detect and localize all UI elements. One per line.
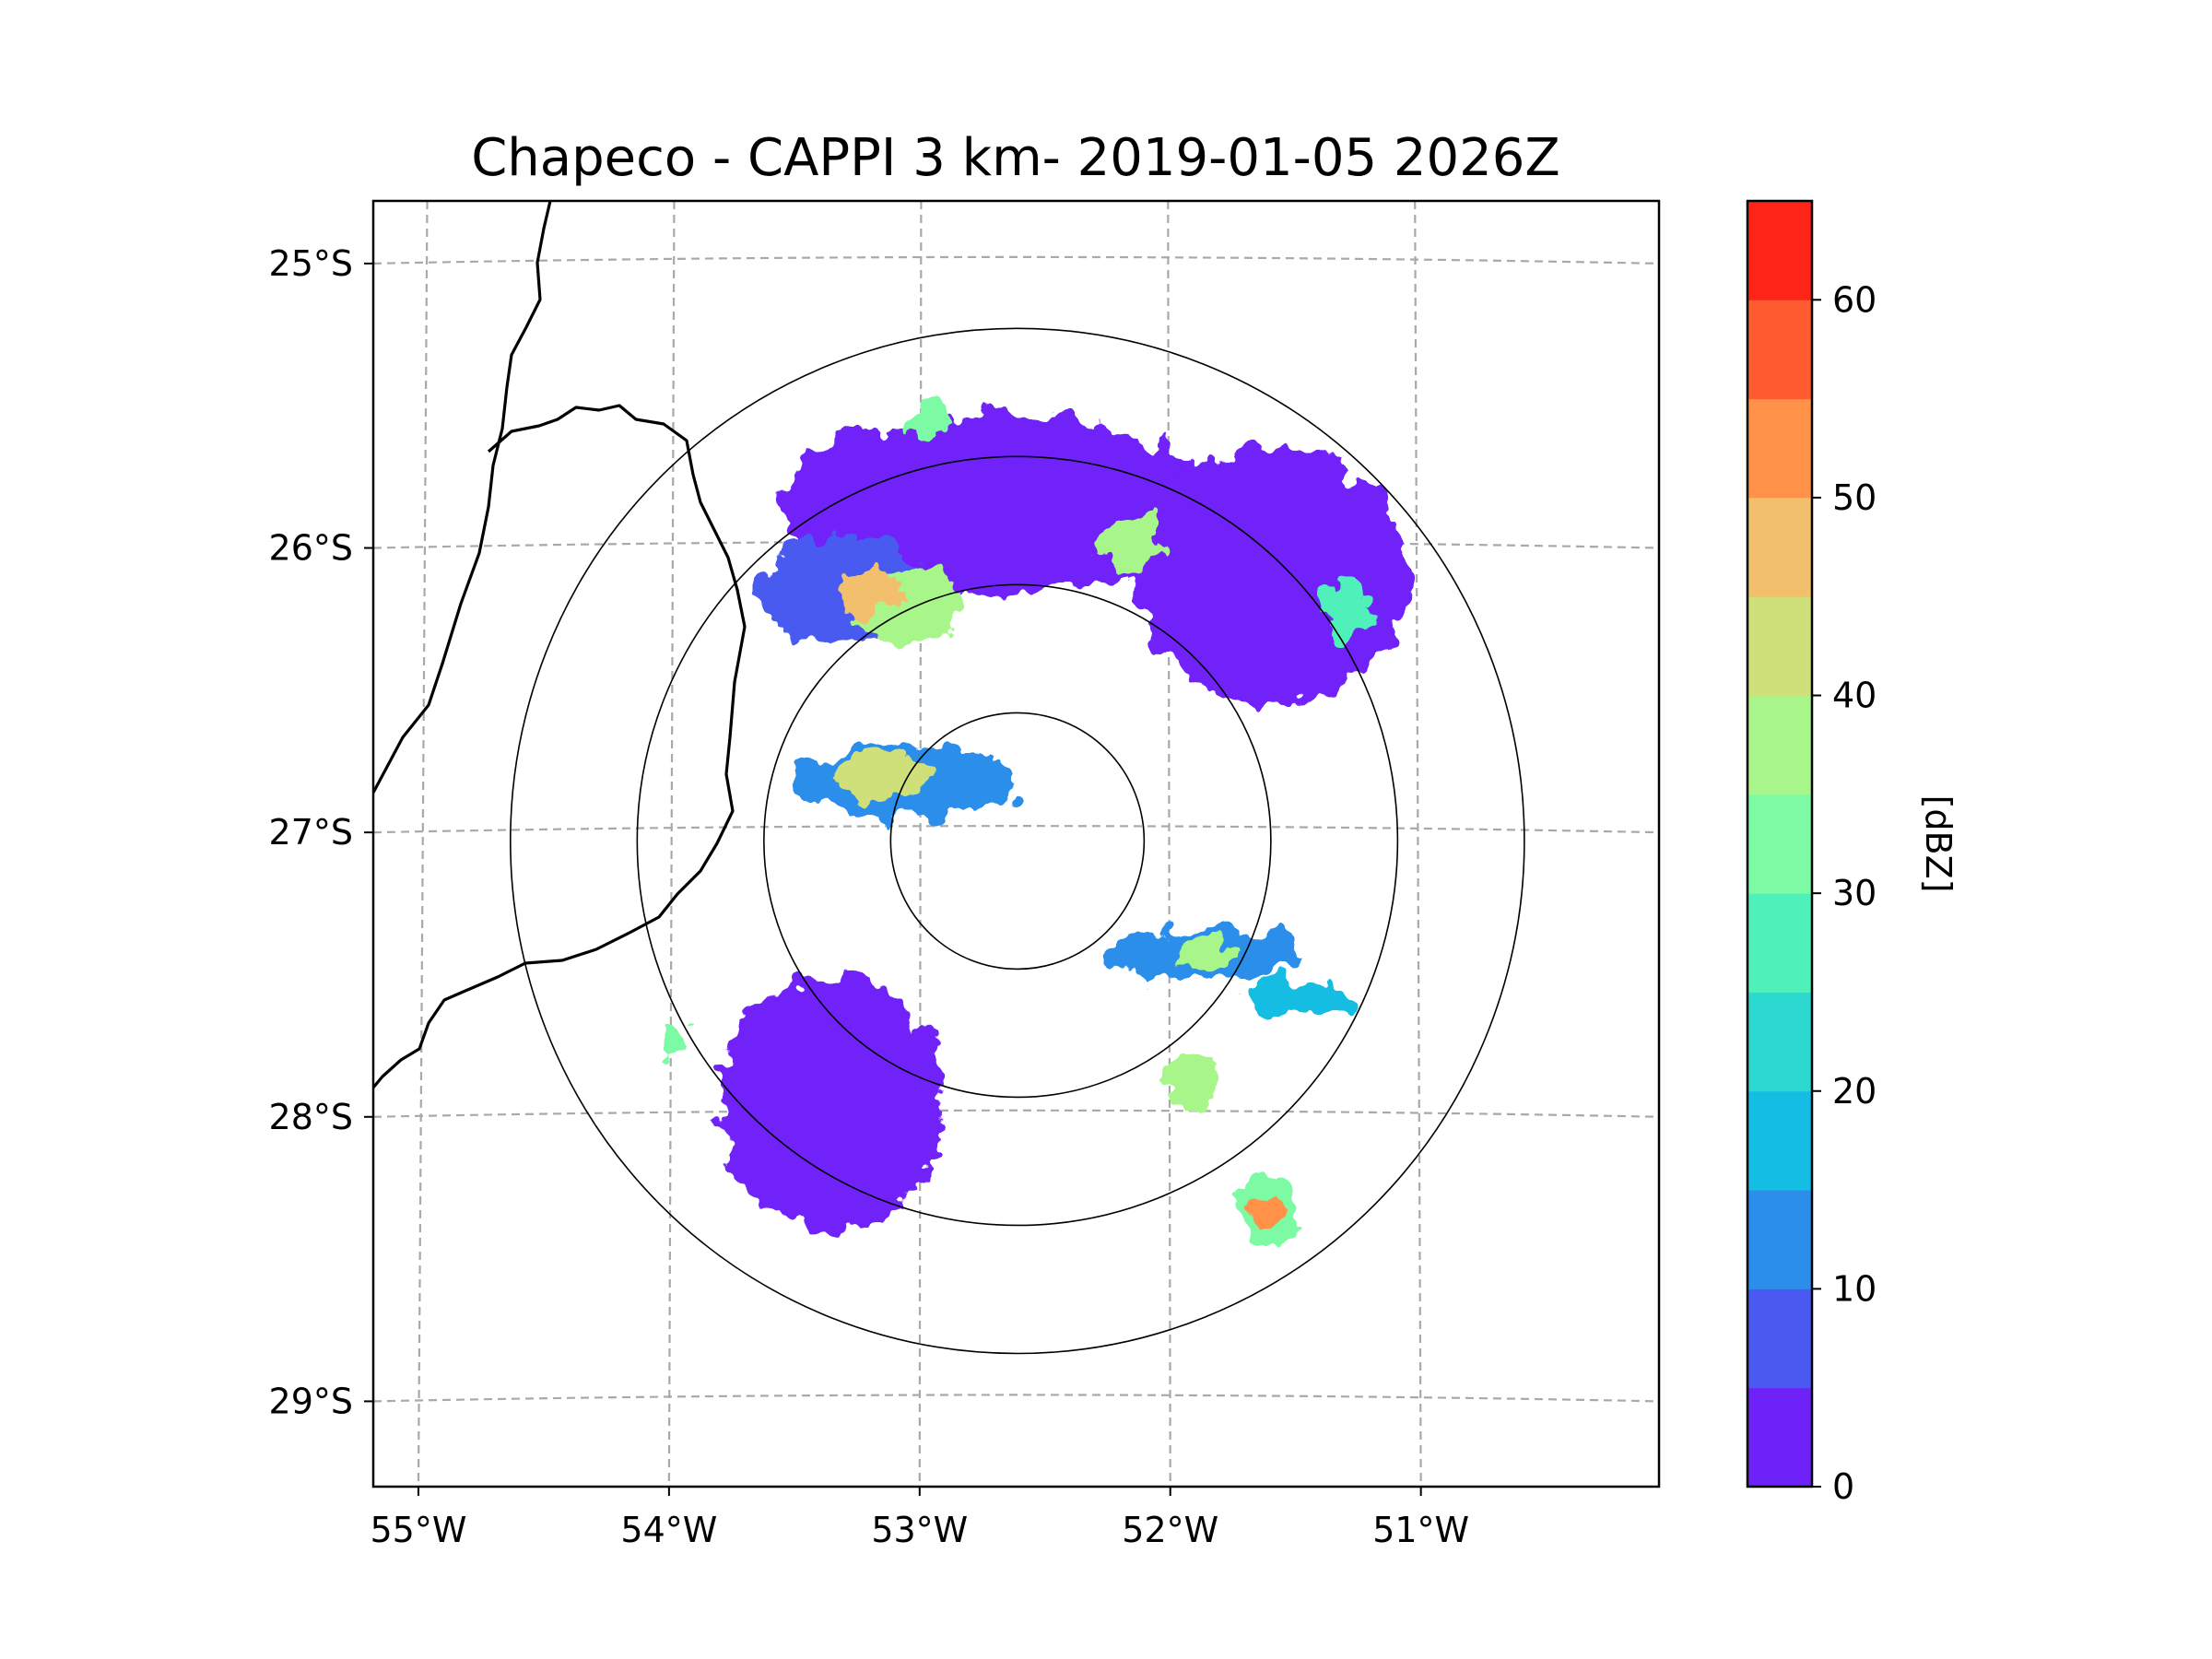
colorbar-tick-label: 60 (1832, 279, 1877, 320)
colorbar-tick-label: 10 (1832, 1268, 1877, 1309)
x-axis-ticks: 55°W 54°W 53°W 52°W 51°W (370, 1487, 1469, 1550)
range-rings (510, 327, 1525, 1355)
colorbar-tick-label: 30 (1832, 873, 1877, 913)
parallel-gridline (373, 1394, 1659, 1403)
y-tick-label: 28°S (269, 1097, 353, 1137)
range-ring (889, 712, 1146, 971)
colorbar: 0 10 20 30 40 50 60 (1746, 199, 1877, 1507)
y-tick-label: 26°S (269, 528, 353, 569)
colorbar-label: [dBZ] (1918, 795, 1959, 893)
colorbar-frame (1746, 199, 1814, 1488)
meridian-gridline (1167, 201, 1171, 1487)
reflectivity-echo (831, 755, 933, 796)
colorbar-segment (1747, 1190, 1812, 1289)
colorbar-segment (1747, 497, 1812, 597)
reflectivity-echo (839, 565, 900, 617)
x-tick-label: 55°W (370, 1510, 466, 1550)
colorbar-segment (1747, 695, 1812, 795)
reflectivity-echo (1102, 516, 1163, 569)
colorbar-segment (1747, 596, 1812, 697)
reflectivity-echo (912, 406, 953, 435)
map-frame (371, 199, 1661, 1488)
border-paraguay-argentina (373, 201, 552, 794)
colorbar-tick-label: 0 (1832, 1466, 1854, 1507)
range-ring (510, 327, 1525, 1355)
reflectivity-echo (1320, 576, 1371, 645)
colorbar-tick-label: 20 (1832, 1071, 1877, 1112)
colorbar-segment (1747, 300, 1812, 400)
graticule (373, 201, 1659, 1487)
colorbar-segment (1747, 1387, 1812, 1488)
colorbar-tick-label: 40 (1832, 676, 1877, 716)
reflectivity-echo (1170, 940, 1246, 970)
range-ring (763, 583, 1272, 1099)
range-ring (636, 455, 1399, 1227)
reflectivity-echo (1132, 448, 1409, 705)
y-tick-label: 29°S (269, 1381, 353, 1421)
reflectivity-echo (659, 1022, 689, 1052)
y-tick-label: 25°S (269, 243, 353, 284)
colorbar-tick-label: 50 (1832, 477, 1877, 518)
x-tick-label: 52°W (1122, 1510, 1218, 1550)
parallel-gridline (373, 825, 1659, 834)
border-argentina-brazil (373, 404, 747, 1089)
meridian-gridline (667, 201, 676, 1487)
reflectivity-echo (1255, 1196, 1286, 1226)
colorbar-segment (1747, 893, 1812, 993)
x-tick-label: 54°W (620, 1510, 717, 1550)
parallel-gridline (373, 255, 1659, 265)
y-axis-ticks: 25°S 26°S 27°S 28°S 29°S (269, 243, 373, 1421)
y-tick-label: 27°S (269, 812, 353, 853)
colorbar-segment (1747, 1288, 1812, 1389)
reflectivity-echo (719, 974, 945, 1231)
colorbar-segment (1747, 1090, 1812, 1191)
reflectivity-echo (1240, 977, 1351, 1018)
x-tick-label: 53°W (871, 1510, 968, 1550)
x-tick-label: 51°W (1372, 1510, 1469, 1550)
parallel-gridline (373, 1109, 1659, 1118)
chart-title: Chapeco - CAPPI 3 km- 2019-01-05 2026Z (471, 128, 1560, 188)
colorbar-segment (1747, 992, 1812, 1092)
colorbar-segment (1747, 398, 1812, 499)
colorbar-segment (1747, 794, 1812, 894)
state-borders (373, 201, 747, 1089)
colorbar-segment (1747, 201, 1812, 300)
meridian-gridline (1414, 201, 1422, 1487)
reflectivity-echoes (659, 406, 1409, 1251)
meridian-gridline (918, 201, 923, 1487)
meridian-gridline (417, 201, 429, 1487)
reflectivity-echo (1159, 1053, 1221, 1112)
